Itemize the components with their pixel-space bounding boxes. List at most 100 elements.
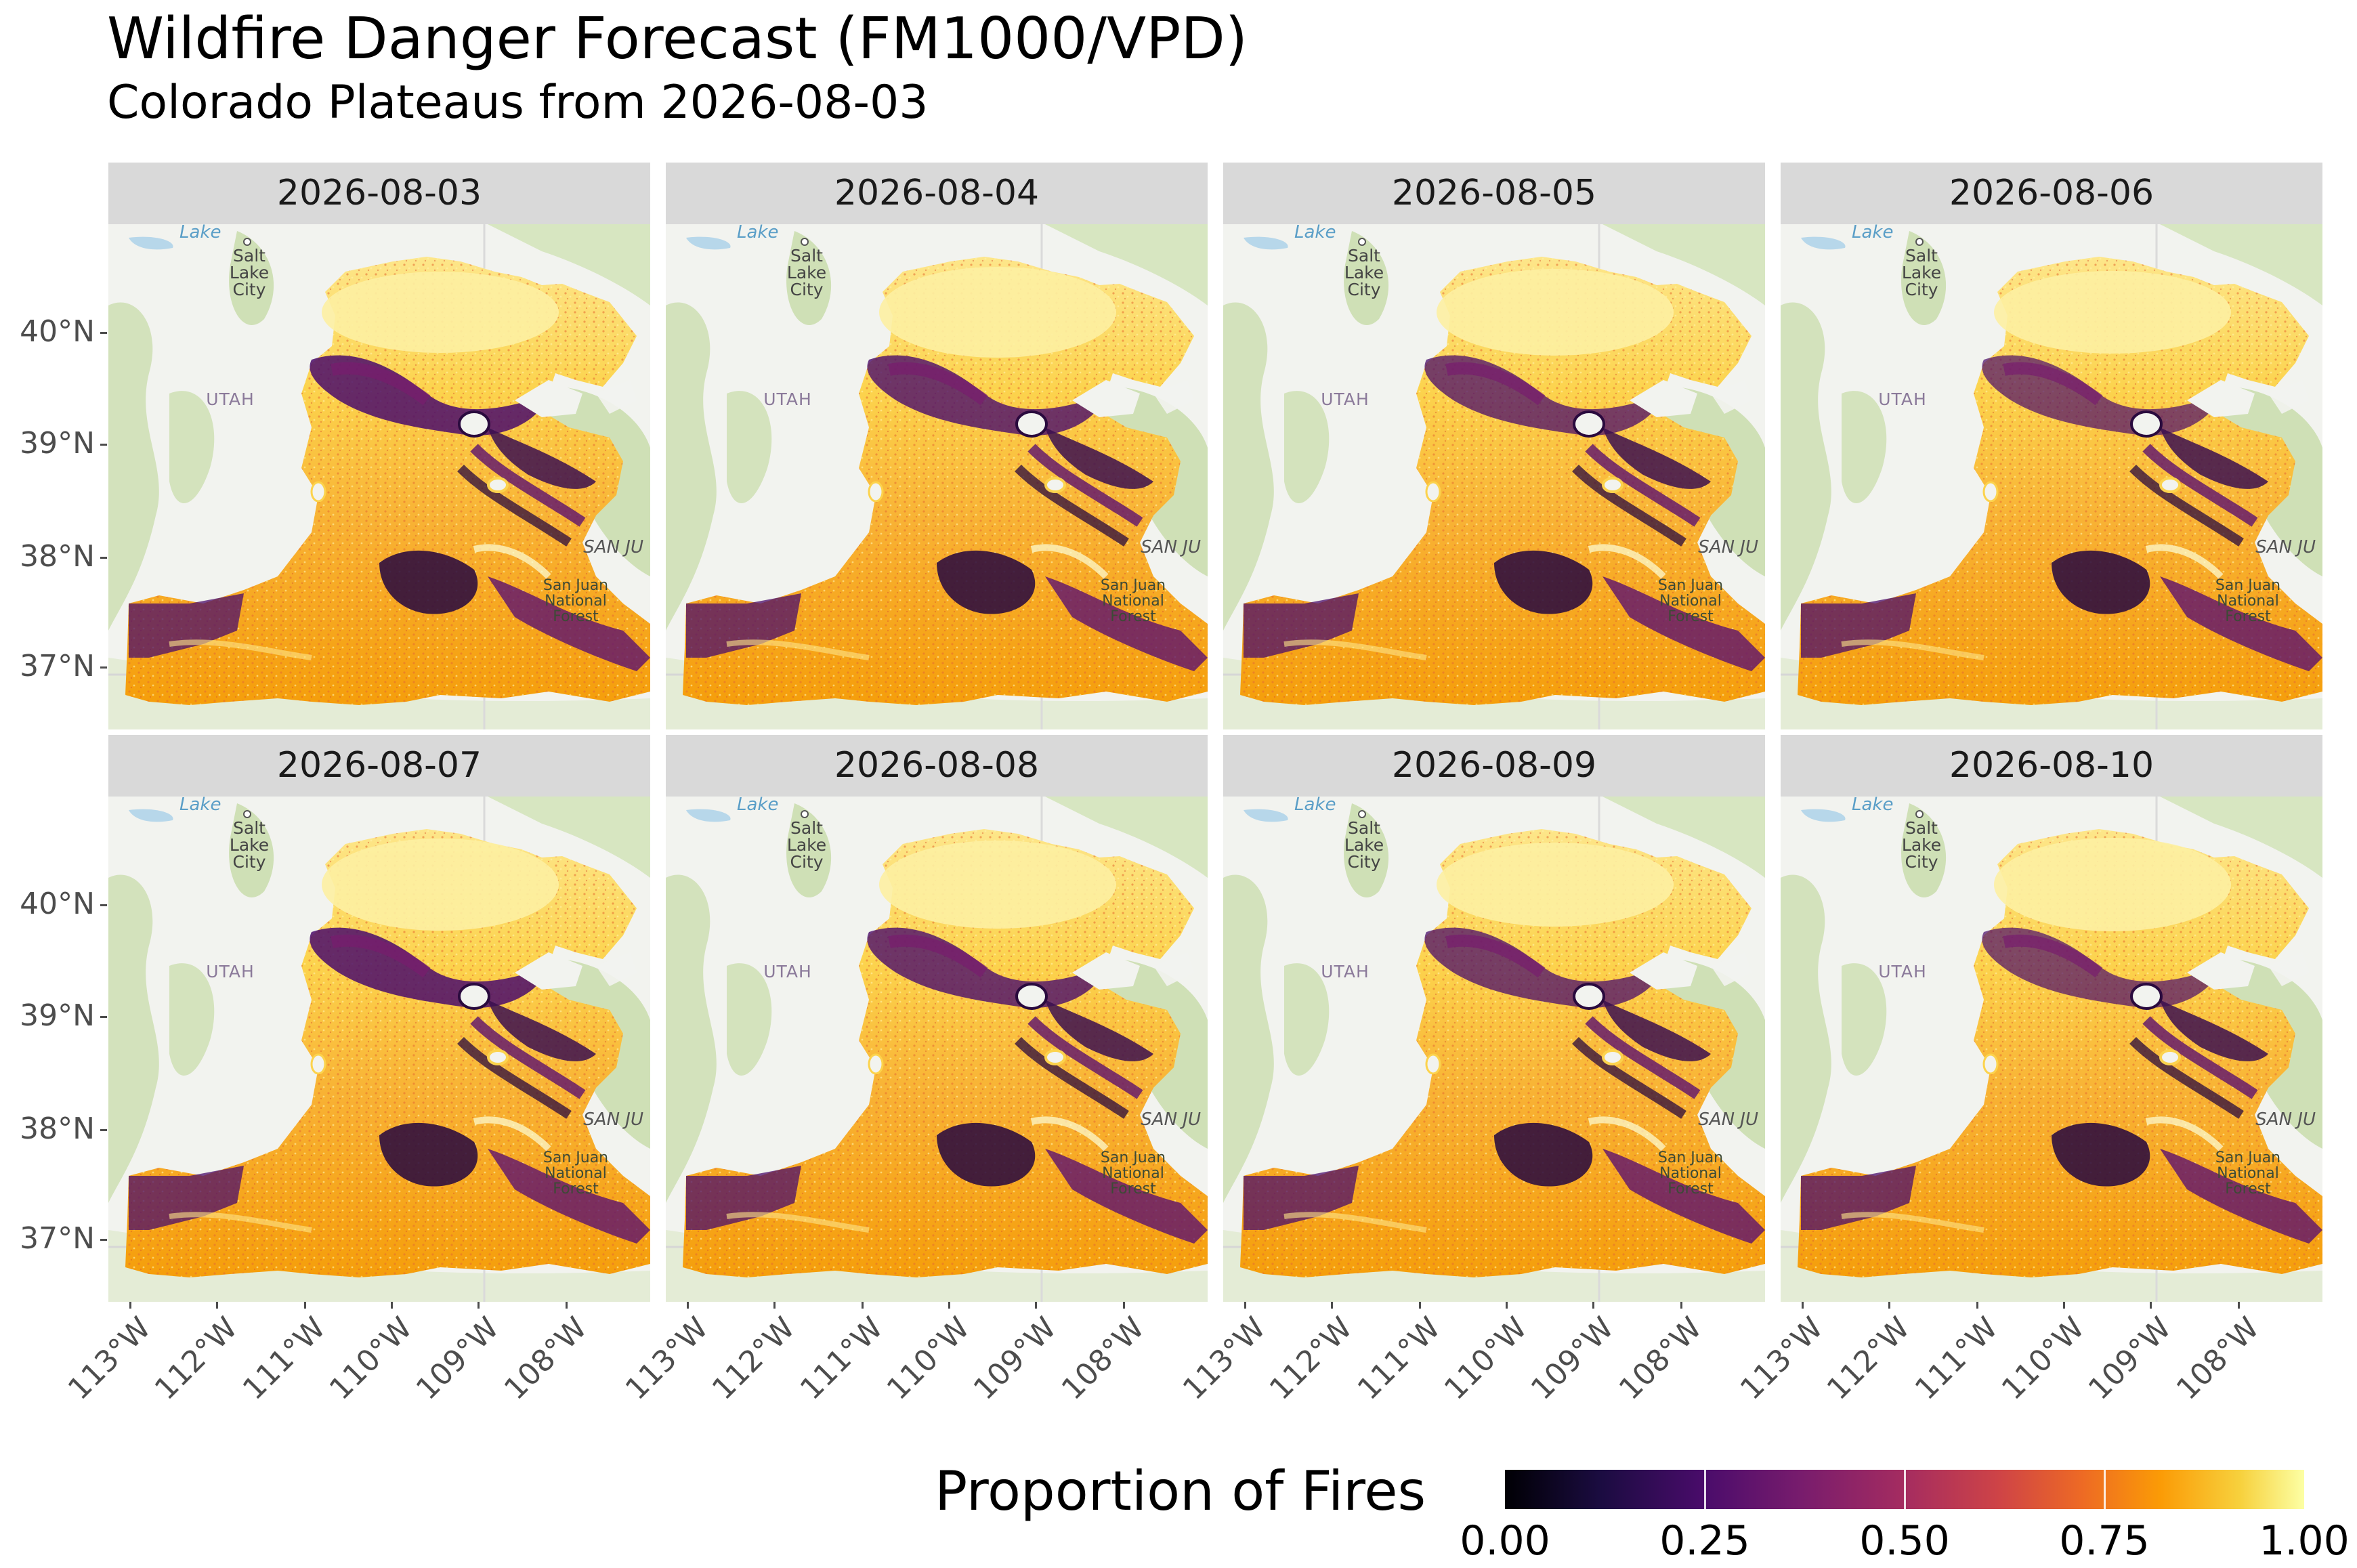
x-tick-mark — [1680, 1302, 1682, 1309]
svg-text:Forest: Forest — [1110, 1181, 1156, 1198]
fire-danger-raster — [1798, 257, 2322, 705]
facet-strip-label: 2026-08-10 — [1781, 735, 2322, 797]
facet-strip-label: 2026-08-04 — [666, 163, 1208, 224]
basemap-labels: Lake Salt Lake City UTAH SAN JU San Juan… — [179, 224, 643, 625]
y-tick-label: 37°N — [20, 649, 95, 683]
svg-text:Forest: Forest — [553, 608, 599, 625]
x-tick-mark — [2238, 1302, 2240, 1309]
svg-text:Salt: Salt — [233, 246, 266, 266]
legend-tick-mark — [1904, 1470, 1906, 1509]
facet-strip-label: 2026-08-08 — [666, 735, 1208, 797]
map-canvas: Lake Salt Lake City UTAH SAN JU San Juan… — [666, 797, 1208, 1302]
facet-panel: 2026-08-04 — [666, 163, 1208, 729]
svg-text:SAN JU: SAN JU — [2255, 537, 2316, 557]
svg-text:SAN JU: SAN JU — [1141, 1109, 1201, 1130]
svg-text:UTAH: UTAH — [1878, 962, 1927, 981]
svg-text:Salt: Salt — [1348, 818, 1380, 838]
basemap-labels: Lake Salt Lake City UTAH SAN JU San Juan… — [1294, 224, 1758, 625]
x-tick-mark — [948, 1302, 950, 1309]
x-tick-label: 110°W — [1995, 1311, 2091, 1407]
svg-text:SAN JU: SAN JU — [1141, 537, 1201, 557]
facet-panel: 2026-08-10 — [1781, 735, 2322, 1302]
svg-text:Lake: Lake — [1344, 835, 1384, 855]
svg-text:Lake: Lake — [230, 835, 269, 855]
x-tick-mark — [1123, 1302, 1125, 1309]
svg-text:City: City — [233, 852, 266, 872]
legend-tick-label: 0.25 — [1659, 1517, 1750, 1565]
svg-text:Salt: Salt — [1905, 246, 1938, 266]
svg-text:Salt: Salt — [790, 818, 823, 838]
svg-text:UTAH: UTAH — [1321, 962, 1369, 981]
map-canvas: Lake Salt Lake City UTAH SAN JU San Juan… — [1781, 224, 2322, 729]
x-tick-label: 111°W — [793, 1311, 890, 1407]
svg-text:San Juan: San Juan — [1658, 577, 1723, 594]
y-tick-label: 38°N — [20, 1111, 95, 1146]
x-tick-mark — [391, 1302, 393, 1309]
map-canvas: Lake Salt Lake City UTAH SAN JU San Juan… — [666, 224, 1208, 729]
label-lake: Lake — [1294, 797, 1336, 815]
x-tick-label: 113°W — [1733, 1311, 1830, 1407]
svg-text:National: National — [1102, 1165, 1164, 1182]
map-panel: Lake Salt Lake City UTAH SAN JU San Juan… — [108, 224, 650, 729]
svg-text:San Juan: San Juan — [543, 577, 608, 594]
svg-text:SAN JU: SAN JU — [583, 537, 643, 557]
legend-tick-label: 0.75 — [2059, 1517, 2150, 1565]
svg-text:Salt: Salt — [790, 246, 823, 266]
y-tick-mark — [100, 1239, 107, 1241]
y-tick-label: 39°N — [20, 426, 95, 461]
x-tick-label: 111°W — [1908, 1311, 2005, 1407]
svg-text:City: City — [1905, 280, 1938, 299]
svg-text:San Juan: San Juan — [1658, 1149, 1723, 1166]
x-tick-mark — [2150, 1302, 2152, 1309]
x-tick-mark — [304, 1302, 306, 1309]
svg-text:Forest: Forest — [2225, 1181, 2271, 1198]
x-tick-label: 111°W — [1351, 1311, 1447, 1407]
x-tick-label: 110°W — [880, 1311, 977, 1407]
y-tick-label: 40°N — [20, 887, 95, 921]
svg-text:Salt: Salt — [1905, 818, 1938, 838]
map-canvas: Lake Salt Lake City UTAH SAN JU San Juan… — [1781, 797, 2322, 1302]
facet-panel: 2026-08-09 — [1223, 735, 1765, 1302]
facet-panel: 2026-08-03 — [108, 163, 650, 729]
x-tick-label: 109°W — [2081, 1311, 2178, 1407]
svg-text:SAN JU: SAN JU — [1698, 537, 1758, 557]
svg-text:City: City — [233, 280, 266, 299]
label-lake: Lake — [1852, 797, 1893, 815]
facet-panel: 2026-08-08 — [666, 735, 1208, 1302]
basemap-labels: Lake Salt Lake City UTAH SAN JU San Juan… — [1852, 224, 2316, 625]
x-tick-label: 112°W — [1820, 1311, 1917, 1407]
fire-danger-raster — [1240, 257, 1765, 705]
map-canvas: Lake Salt Lake City UTAH SAN JU San Juan… — [1223, 797, 1765, 1302]
y-tick-mark — [100, 557, 107, 559]
legend-tick-mark — [1704, 1470, 1706, 1509]
x-tick-mark — [1244, 1302, 1246, 1309]
y-tick-mark — [100, 444, 107, 446]
svg-text:City: City — [1348, 280, 1381, 299]
svg-text:SAN JU: SAN JU — [2255, 1109, 2316, 1130]
x-tick-label: 112°W — [705, 1311, 802, 1407]
x-tick-label: 113°W — [618, 1311, 715, 1407]
x-tick-label: 110°W — [1437, 1311, 1534, 1407]
x-tick-mark — [1419, 1302, 1421, 1309]
x-tick-mark — [1035, 1302, 1037, 1309]
label-lake: Lake — [179, 224, 221, 242]
x-tick-mark — [1976, 1302, 1978, 1309]
x-tick-mark — [1592, 1302, 1594, 1309]
svg-text:Forest: Forest — [2225, 608, 2271, 625]
svg-text:UTAH: UTAH — [1878, 389, 1927, 409]
facet-strip-label: 2026-08-03 — [108, 163, 650, 224]
x-tick-mark — [1331, 1302, 1333, 1309]
svg-text:National: National — [545, 593, 607, 610]
svg-text:SAN JU: SAN JU — [1698, 1109, 1758, 1130]
map-panel: Lake Salt Lake City UTAH SAN JU San Juan… — [1781, 224, 2322, 729]
facet-strip-label: 2026-08-07 — [108, 735, 650, 797]
svg-text:UTAH: UTAH — [1321, 389, 1369, 409]
y-tick-label: 39°N — [20, 998, 95, 1033]
svg-text:SAN JU: SAN JU — [583, 1109, 643, 1130]
svg-text:Lake: Lake — [787, 835, 826, 855]
svg-text:City: City — [790, 280, 824, 299]
x-tick-mark — [129, 1302, 131, 1309]
label-lake: Lake — [737, 797, 778, 815]
basemap-labels: Lake Salt Lake City UTAH SAN JU San Juan… — [1852, 797, 2316, 1198]
